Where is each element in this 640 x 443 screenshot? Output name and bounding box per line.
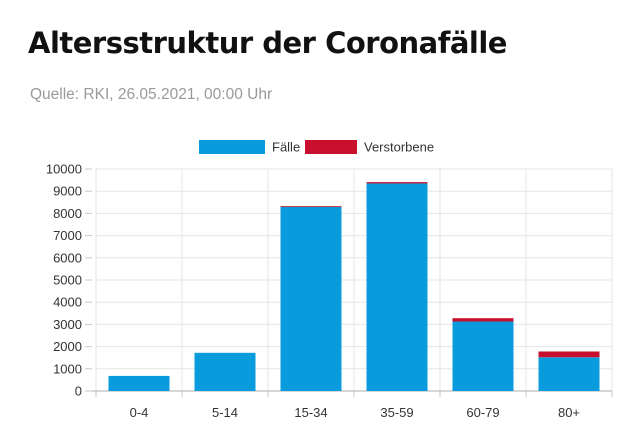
- y-tick-label: 4000: [53, 295, 82, 310]
- bar-faelle[interactable]: [366, 183, 428, 391]
- y-tick-label: 2000: [53, 339, 82, 354]
- chart-title: Altersstruktur der Coronafälle: [28, 26, 507, 60]
- bar-verstorbene[interactable]: [366, 182, 428, 184]
- y-tick-label: 5000: [53, 273, 82, 288]
- y-tick-label: 10000: [46, 162, 82, 177]
- y-tick-label: 6000: [53, 250, 82, 265]
- bar-faelle[interactable]: [108, 375, 170, 391]
- x-tick-label: 15-34: [294, 405, 327, 420]
- legend-label-verstorbene[interactable]: Verstorbene: [364, 140, 434, 155]
- x-tick-label: 0-4: [130, 405, 149, 420]
- bar-verstorbene[interactable]: [452, 318, 514, 322]
- bar-faelle[interactable]: [194, 352, 256, 391]
- y-tick-label: 0: [75, 384, 82, 399]
- y-tick-label: 8000: [53, 206, 82, 221]
- y-tick-label: 1000: [53, 361, 82, 376]
- legend[interactable]: Fälle Verstorbene: [199, 140, 434, 155]
- bar-verstorbene[interactable]: [538, 351, 600, 358]
- y-tick-label: 9000: [53, 184, 82, 199]
- x-axis: 0-4 5-14 15-34 35-59 60-79 80+: [95, 391, 613, 420]
- x-tick-label: 60-79: [466, 405, 499, 420]
- y-axis: 0 1000 2000 3000 4000 5000 6000 7000 8000 9000 100…: [46, 162, 612, 399]
- x-tick-label: 80+: [558, 405, 580, 420]
- y-tick-label: 7000: [53, 228, 82, 243]
- bar-faelle[interactable]: [452, 321, 514, 391]
- x-tick-label: 5-14: [212, 405, 238, 420]
- legend-swatch-verstorbene[interactable]: [305, 140, 357, 154]
- bar-faelle[interactable]: [280, 206, 342, 391]
- bar-faelle[interactable]: [538, 357, 600, 391]
- bar-verstorbene[interactable]: [280, 206, 342, 208]
- bar-chart: Fälle Verstorbene 0 1000 2000 3000 4000 5000 6…: [46, 140, 613, 420]
- legend-label-faelle[interactable]: Fälle: [272, 140, 300, 155]
- legend-swatch-faelle[interactable]: [199, 140, 265, 154]
- bars: [108, 182, 600, 391]
- grid: [95, 168, 613, 391]
- y-tick-label: 3000: [53, 317, 82, 332]
- chart-source: Quelle: RKI, 26.05.2021, 00:00 Uhr: [30, 86, 273, 103]
- x-tick-label: 35-59: [380, 405, 413, 420]
